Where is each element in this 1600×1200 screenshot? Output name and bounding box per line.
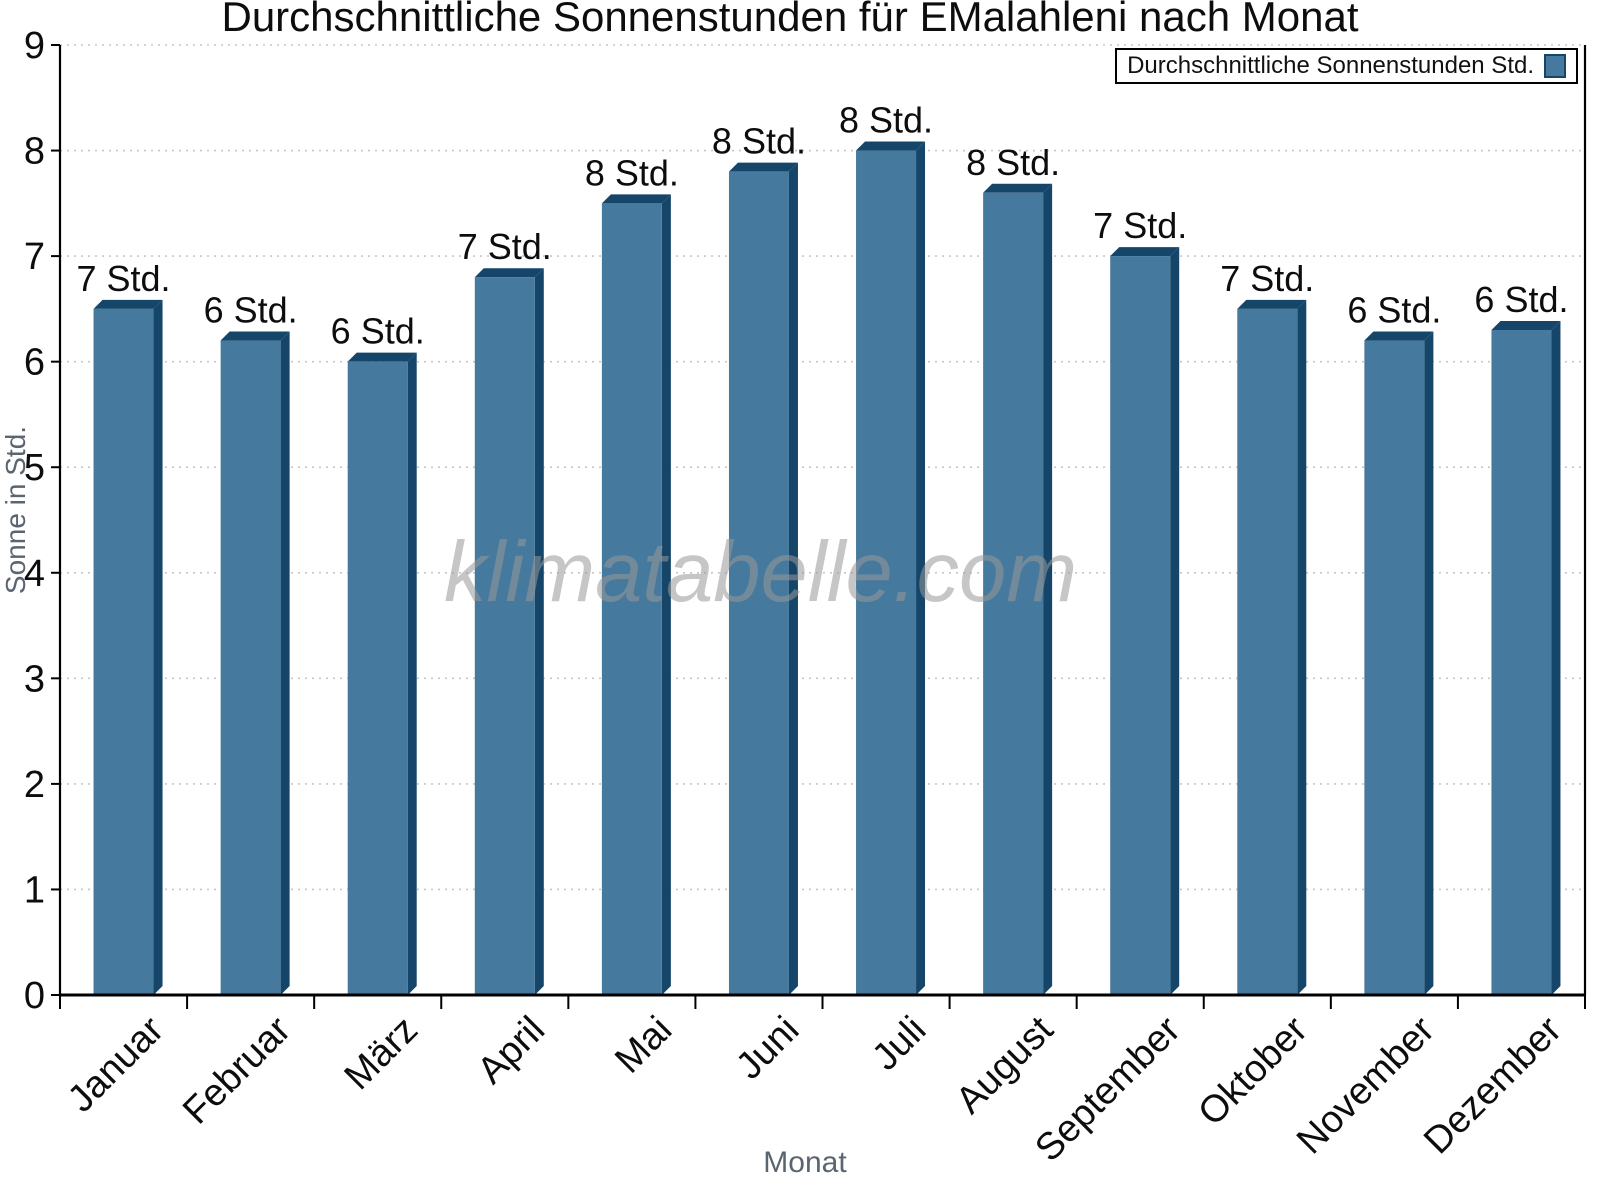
bar [1110,247,1180,996]
bar [93,299,163,995]
bar-top-face [728,162,798,172]
bar-side-face [1424,331,1434,995]
bar-front-face [1364,340,1425,995]
bar [983,183,1053,995]
y-tick-label: 3 [24,658,45,700]
bar-value-label: 7 Std. [1220,258,1314,299]
y-tick-label: 2 [24,764,45,806]
y-tick-label: 5 [24,447,45,489]
y-tick-label: 4 [24,553,45,595]
bar-side-face [280,331,290,995]
bar-value-label: 7 Std. [458,226,552,267]
bar [1491,321,1561,995]
bar [474,268,544,995]
y-tick-label: 9 [24,25,45,67]
y-axis-title: Sonne in Std. [0,425,31,595]
bar-front-face [1491,330,1552,995]
chart-title: Durchschnittliche Sonnenstunden für EMal… [221,0,1359,40]
bar-top-face [220,331,290,341]
bar-front-face [347,361,408,996]
bar-top-face [93,299,163,309]
bar-value-label: 8 Std. [712,121,806,162]
month-tick-label: Juni [728,1009,807,1088]
month-tick-label: Juli [864,1009,934,1079]
bar-front-face [1237,308,1298,995]
y-tick-label: 7 [24,236,45,278]
bar-side-face [916,141,926,996]
bar-side-face [788,162,798,995]
y-tick-label: 6 [24,342,45,384]
bar-top-face [1364,331,1434,341]
month-tick-label: April [470,1009,553,1092]
y-tick-label: 8 [24,131,45,173]
bar-front-face [728,171,789,995]
bar-value-label: 8 Std. [585,152,679,193]
bar-side-face [153,299,163,995]
bar-side-face [407,352,417,996]
bar-front-face [601,203,662,996]
bar [728,162,798,995]
bar-value-label: 7 Std. [77,258,171,299]
bar-front-face [1110,256,1171,996]
bar-value-label: 6 Std. [331,311,425,352]
bar [347,352,417,996]
bar-top-face [474,268,544,278]
bar-value-label: 7 Std. [1093,205,1187,246]
bar-value-label: 8 Std. [966,142,1060,183]
bar-side-face [534,268,544,995]
bar-side-face [661,194,671,996]
bar-front-face [474,277,535,995]
month-tick-label: Dezember [1416,1008,1570,1162]
y-tick-label: 0 [24,975,45,1017]
legend: Durchschnittliche Sonnenstunden Std. [1115,48,1578,84]
bar-front-face [93,308,154,995]
bar-top-face [1110,247,1180,257]
bar [601,194,671,996]
bar-top-face [1237,299,1307,309]
bar-top-face [601,194,671,204]
bar [1364,331,1434,995]
bar-value-label: 8 Std. [839,100,933,141]
month-tick-label: März [337,1009,426,1098]
bar-front-face [983,192,1044,995]
legend-swatch-icon [1544,54,1566,78]
bar-side-face [1170,247,1180,996]
bar [220,331,290,995]
month-tick-label: Mai [607,1009,680,1082]
bar-side-face [1551,321,1561,995]
legend-label: Durchschnittliche Sonnenstunden Std. [1127,52,1534,79]
bar-front-face [220,340,281,995]
month-tick-label: Oktober [1190,1008,1316,1134]
bar [1237,299,1307,995]
month-tick-label: Februar [175,1008,299,1132]
bar-top-face [347,352,417,362]
bar-side-face [1297,299,1307,995]
bar-top-face [856,141,926,151]
bar-top-face [1491,321,1561,330]
month-tick-label: November [1289,1008,1443,1162]
x-axis-title: Monat [763,1146,847,1179]
bar [856,141,926,996]
bar-top-face [983,183,1053,193]
month-tick-label: August [948,1008,1062,1122]
month-tick-label: Januar [60,1008,172,1120]
bar-value-label: 6 Std. [204,290,298,331]
bar-side-face [1043,183,1053,995]
y-tick-label: 1 [24,869,45,911]
bar-value-label: 6 Std. [1347,290,1441,331]
bar-front-face [856,150,917,996]
bar-value-label: 6 Std. [1474,279,1568,320]
